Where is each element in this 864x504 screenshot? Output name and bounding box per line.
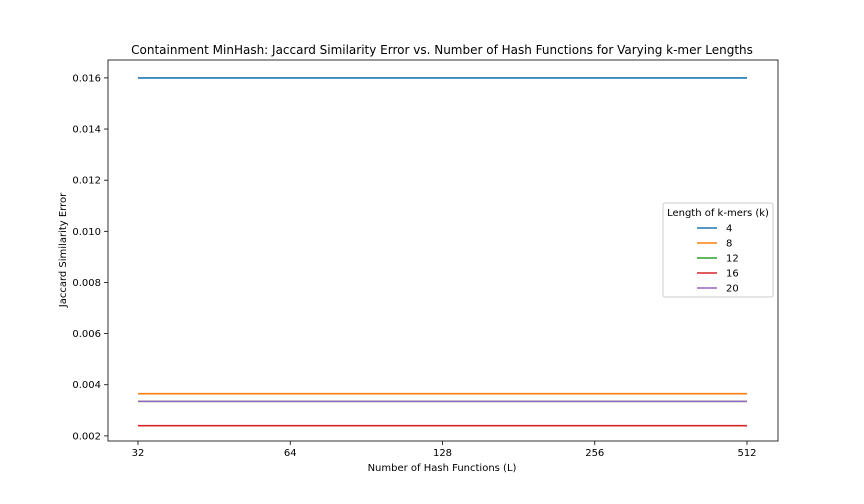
y-tick-label: 0.004 — [72, 380, 101, 391]
legend: Length of k-mers (k) 4 8 12 16 20 — [662, 202, 774, 298]
y-tick-label: 0.006 — [72, 329, 101, 340]
x-tick-label: 256 — [585, 448, 604, 459]
y-tick-label: 0.012 — [72, 176, 101, 187]
x-tick-label: 64 — [284, 448, 297, 459]
legend-title: Length of k-mers (k) — [667, 208, 769, 219]
legend-label: 4 — [726, 224, 732, 235]
x-axis: 32 64 128 256 512 — [132, 441, 757, 459]
legend-label: 20 — [726, 284, 739, 295]
y-tick-label: 0.010 — [72, 227, 101, 238]
plot-area — [107, 59, 779, 442]
x-tick-label: 512 — [737, 448, 756, 459]
series-layer — [138, 77, 747, 427]
legend-items: 4 8 12 16 20 — [697, 224, 739, 295]
legend-label: 12 — [726, 254, 739, 265]
y-tick-label: 0.002 — [72, 431, 101, 442]
y-tick-label: 0.008 — [72, 278, 101, 289]
y-tick-label: 0.016 — [72, 73, 101, 84]
legend-box — [662, 202, 774, 298]
chart-title: Containment MinHash: Jaccard Similarity … — [131, 43, 753, 57]
y-axis-title: Jaccard Similarity Error — [58, 192, 69, 308]
x-axis-title: Number of Hash Functions (L) — [368, 463, 517, 474]
legend-label: 16 — [726, 269, 739, 280]
y-axis: 0.002 0.004 0.006 0.008 0.010 0.012 0.014 0.016 — [72, 73, 108, 442]
x-tick-label: 128 — [433, 448, 452, 459]
x-tick-label: 32 — [132, 448, 145, 459]
y-tick-label: 0.014 — [72, 125, 101, 136]
legend-label: 8 — [726, 239, 732, 250]
